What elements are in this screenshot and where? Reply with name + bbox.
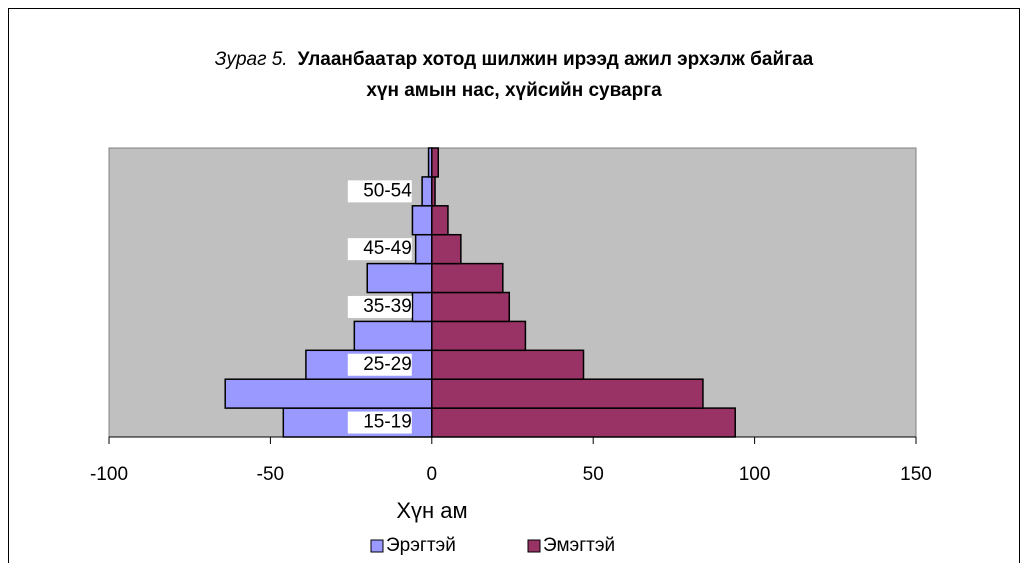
- legend-swatch: [527, 539, 541, 553]
- bar: [431, 291, 511, 323]
- bar: [224, 378, 433, 409]
- bar: [431, 378, 704, 409]
- bar: [414, 233, 433, 265]
- category-label-bg: [347, 238, 412, 261]
- bar: [431, 320, 527, 352]
- legend-swatch: [370, 539, 384, 553]
- legend-label: Эмэгтэй: [543, 535, 615, 556]
- bar: [431, 233, 462, 265]
- category-label-bg: [347, 295, 412, 318]
- legend-label: Эрэгтэй: [386, 535, 456, 556]
- x-tick-label: -50: [257, 464, 284, 485]
- y-tick-label: 25-29: [363, 354, 412, 375]
- x-tick-label: 150: [900, 464, 932, 485]
- category-label-bg: [347, 353, 412, 376]
- category-label-bg: [347, 411, 412, 434]
- chart-title: Зураг 5. Улаанбаатар хотод шилжин ирээд а…: [215, 49, 814, 70]
- bar: [431, 147, 440, 178]
- bar: [421, 176, 433, 207]
- x-tick-label: 100: [739, 464, 771, 485]
- title-line: хүн амын нас, хүйсийн суварга: [366, 80, 662, 101]
- category-label-bg: [347, 180, 412, 203]
- bar: [411, 205, 433, 236]
- x-tick-label: 50: [583, 464, 604, 485]
- bar: [411, 291, 433, 323]
- title-line: Улаанбаатар хотод шилжин ирээд ажил эрхэ…: [298, 49, 814, 70]
- y-tick-label: 15-19: [363, 412, 412, 433]
- bar: [353, 320, 433, 352]
- y-tick-label: 35-39: [363, 296, 412, 317]
- bar: [431, 205, 449, 236]
- bar: [366, 262, 433, 294]
- title-label: Зураг 5.: [215, 49, 288, 70]
- x-tick-label: -100: [90, 464, 128, 485]
- y-tick-label: 45-49: [363, 238, 412, 259]
- y-tick-label: 50-54: [363, 180, 412, 201]
- bar: [431, 407, 736, 438]
- bar: [431, 349, 585, 380]
- x-axis-label: Хүн ам: [396, 498, 467, 523]
- bar: [431, 262, 504, 294]
- x-tick-label: 0: [427, 464, 438, 485]
